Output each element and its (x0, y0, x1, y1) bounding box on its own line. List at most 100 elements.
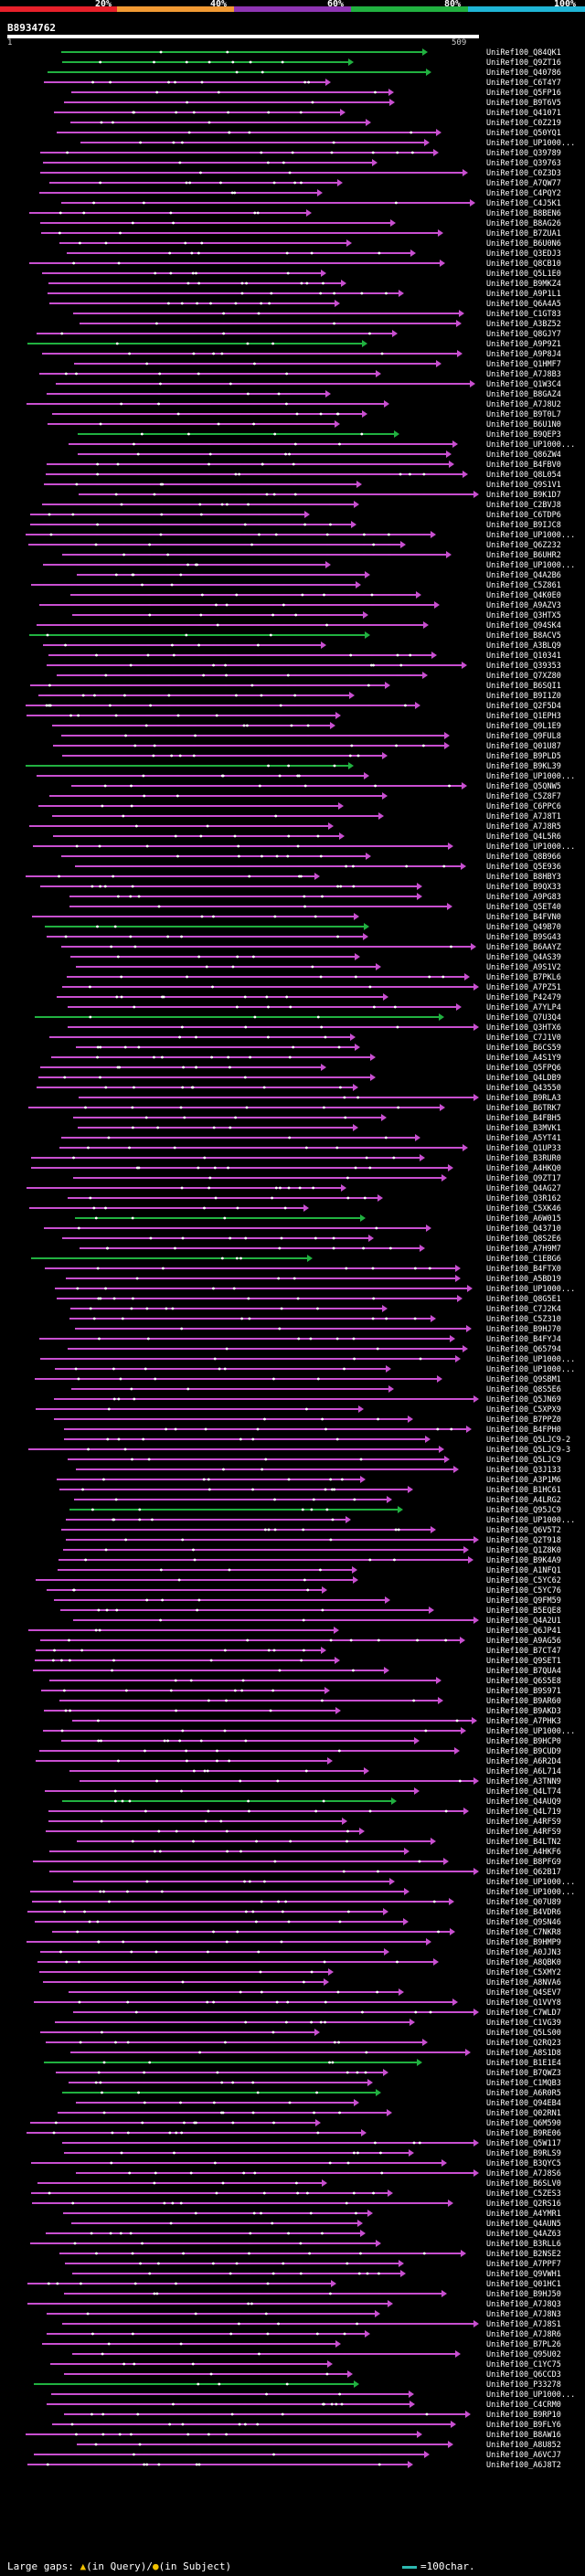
hit-label[interactable]: UniRef100_Q5ET40 (486, 903, 561, 912)
hit-label[interactable]: UniRef100_A3BLQ9 (486, 641, 561, 651)
hit-row[interactable]: UniRef100_A4RFS9 (48, 1818, 561, 1827)
hit-label[interactable]: UniRef100_Q8L054 (486, 471, 561, 480)
hit-row[interactable]: UniRef100_Q95U02 (72, 2350, 561, 2359)
hit-row[interactable]: UniRef100_Q50YQ1 (57, 129, 561, 138)
hit-row[interactable]: UniRef100_A7YLP4 (68, 1003, 561, 1012)
hit-row[interactable]: UniRef100_Q6S5E8 (49, 1677, 561, 1686)
hit-row[interactable]: UniRef100_A7J8Q3 (27, 2300, 561, 2309)
hit-label[interactable]: UniRef100_A8QBK0 (486, 1958, 561, 1967)
hit-row[interactable]: UniRef100_B9HJ50 (64, 2290, 561, 2299)
hit-row[interactable]: UniRef100_Q4L719 (48, 1807, 561, 1817)
hit-label[interactable]: UniRef100_Q6V5T2 (486, 1526, 561, 1535)
hit-row[interactable]: UniRef100_B4FTX0 (45, 1265, 561, 1274)
hit-label[interactable]: UniRef100_A9P8J4 (486, 350, 561, 359)
hit-row[interactable]: UniRef100_Q94SK4 (37, 621, 561, 631)
hit-label[interactable]: UniRef100_Q6CCD3 (486, 2370, 561, 2380)
hit-label[interactable]: UniRef100_B9MKZ4 (486, 280, 561, 289)
hit-label[interactable]: UniRef100_Q4AS39 (486, 953, 561, 962)
hit-row[interactable]: UniRef100_Q9SBM1 (35, 1375, 561, 1384)
hit-row[interactable]: UniRef100_B9K4A9 (58, 1556, 561, 1565)
hit-row[interactable]: UniRef100_A6VCJ7 (34, 2451, 561, 2460)
hit-label[interactable]: UniRef100_B4LTN2 (486, 1838, 561, 1847)
hit-row[interactable]: UniRef100_Q8GJY7 (37, 330, 561, 339)
hit-label[interactable]: UniRef100_Q9SET1 (486, 1657, 561, 1666)
hit-row[interactable]: UniRef100_B6SLV0 (37, 2179, 561, 2189)
hit-row[interactable]: UniRef100_B7ZUA1 (41, 229, 561, 239)
hit-row[interactable]: UniRef100_Q9ZT17 (73, 1174, 561, 1183)
hit-row[interactable]: UniRef100_A8NVA6 (43, 1978, 561, 1988)
hit-label[interactable]: UniRef100_Q43710 (486, 1224, 561, 1234)
hit-row[interactable]: UniRef100_B8HBY3 (26, 873, 561, 882)
hit-label[interactable]: UniRef100_B4VDR6 (486, 1908, 561, 1917)
hit-row[interactable]: UniRef100_B4FBV0 (47, 461, 561, 470)
hit-label[interactable]: UniRef100_Q9S1V1 (486, 481, 561, 490)
hit-label[interactable]: UniRef100_C0Z219 (486, 119, 561, 128)
hit-label[interactable]: UniRef100_B9QEP3 (486, 430, 561, 440)
hit-row[interactable]: UniRef100_B5EQE8 (60, 1606, 561, 1616)
hit-label[interactable]: UniRef100_Q3HTX5 (486, 611, 561, 620)
hit-row[interactable]: UniRef100_B4FBH5 (73, 1114, 561, 1123)
hit-row[interactable]: UniRef100_Q9FUL8 (61, 732, 561, 741)
hit-row[interactable]: UniRef100_P33278 (34, 2380, 561, 2390)
hit-label[interactable]: UniRef100_C5Z8F7 (486, 792, 561, 801)
hit-row[interactable]: UniRef100_Q86ZW4 (78, 451, 561, 460)
hit-label[interactable]: UniRef100_C7NKR8 (486, 1928, 561, 1937)
hit-label[interactable]: UniRef100_A7J8R6 (486, 2330, 561, 2339)
hit-row[interactable]: UniRef100_B6AAYZ (61, 943, 561, 952)
hit-label[interactable]: UniRef100_Q9SBM1 (486, 1375, 561, 1384)
hit-row[interactable]: UniRef100_C7J1V0 (49, 1034, 561, 1043)
hit-label[interactable]: UniRef100_Q94SK4 (486, 621, 561, 631)
hit-label[interactable]: UniRef100_UP1000... (486, 440, 575, 450)
hit-label[interactable]: UniRef100_A9PG83 (486, 893, 561, 902)
hit-label[interactable]: UniRef100_Q7U3Q4 (486, 1013, 561, 1023)
hit-label[interactable]: UniRef100_Q4L5R6 (486, 832, 561, 842)
hit-label[interactable]: UniRef100_B9AR60 (486, 1697, 561, 1706)
hit-label[interactable]: UniRef100_Q9ZT16 (486, 58, 561, 68)
hit-row[interactable]: UniRef100_B9RLA3 (79, 1094, 561, 1103)
hit-label[interactable]: UniRef100_Q9ZT17 (486, 1174, 561, 1183)
hit-label[interactable]: UniRef100_Q2T918 (486, 1536, 561, 1545)
hit-label[interactable]: UniRef100_B3MVK1 (486, 1124, 561, 1133)
hit-row[interactable]: UniRef100_C1GT83 (73, 310, 561, 319)
hit-row[interactable]: UniRef100_A9P9Z1 (27, 340, 561, 349)
hit-row[interactable]: UniRef100_Q49B70 (45, 923, 561, 932)
hit-label[interactable]: UniRef100_A4S1Y9 (486, 1054, 561, 1063)
hit-label[interactable]: UniRef100_Q9FM59 (486, 1596, 561, 1606)
hit-label[interactable]: UniRef100_UP1000... (486, 139, 575, 148)
hit-label[interactable]: UniRef100_Q50YQ1 (486, 129, 561, 138)
hit-label[interactable]: UniRef100_A5YT41 (486, 1134, 561, 1143)
hit-row[interactable]: UniRef100_Q43710 (44, 1224, 561, 1234)
hit-label[interactable]: UniRef100_Q6A4A5 (486, 300, 561, 309)
hit-row[interactable]: UniRef100_B9HMP9 (27, 1938, 561, 1947)
hit-row[interactable]: UniRef100_C7NKR8 (52, 1928, 561, 1937)
hit-row[interactable]: UniRef100_Q5FP16 (71, 89, 561, 98)
hit-label[interactable]: UniRef100_Q95JC9 (486, 1506, 561, 1515)
hit-label[interactable]: UniRef100_B9HJ70 (486, 1325, 561, 1334)
hit-row[interactable]: UniRef100_Q9S1V1 (44, 481, 561, 490)
hit-label[interactable]: UniRef100_Q9FUL8 (486, 732, 561, 741)
hit-label[interactable]: UniRef100_B8PFG9 (486, 1858, 561, 1867)
hit-row[interactable]: UniRef100_P42479 (57, 993, 561, 1002)
hit-row[interactable]: UniRef100_A9PG83 (69, 893, 561, 902)
hit-row[interactable]: UniRef100_A7QW77 (49, 179, 561, 188)
hit-row[interactable]: UniRef100_A4S1Y9 (51, 1054, 561, 1063)
hit-row[interactable]: UniRef100_Q6A4A5 (49, 300, 561, 309)
hit-label[interactable]: UniRef100_A4YMR1 (486, 2210, 561, 2219)
hit-row[interactable]: UniRef100_B9IJC8 (30, 521, 561, 530)
hit-row[interactable]: UniRef100_C5XPX9 (36, 1405, 561, 1415)
hit-label[interactable]: UniRef100_B3RUR0 (486, 1154, 561, 1163)
hit-label[interactable]: UniRef100_Q4AZ63 (486, 2230, 561, 2239)
hit-label[interactable]: UniRef100_B9RLS9 (486, 2149, 561, 2158)
hit-label[interactable]: UniRef100_Q01U87 (486, 742, 561, 751)
hit-row[interactable]: UniRef100_A7J8N3 (47, 2310, 561, 2319)
hit-label[interactable]: UniRef100_B9RE06 (486, 2129, 561, 2138)
hit-label[interactable]: UniRef100_UP1000... (486, 2390, 575, 2400)
hit-label[interactable]: UniRef100_B9SG43 (486, 933, 561, 942)
hit-label[interactable]: UniRef100_UP1000... (486, 1888, 575, 1897)
hit-label[interactable]: UniRef100_A7QW77 (486, 179, 561, 188)
hit-row[interactable]: UniRef100_Q39353 (47, 662, 561, 671)
hit-label[interactable]: UniRef100_Q4AUQ9 (486, 1797, 561, 1807)
hit-label[interactable]: UniRef100_C1EBG6 (486, 1255, 561, 1264)
hit-row[interactable]: UniRef100_B3RUR0 (31, 1154, 561, 1163)
hit-label[interactable]: UniRef100_B7ZUA1 (486, 229, 561, 239)
